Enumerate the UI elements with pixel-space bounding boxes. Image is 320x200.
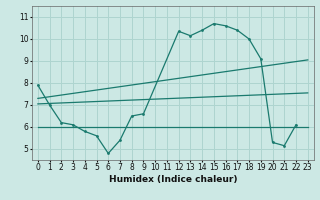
X-axis label: Humidex (Indice chaleur): Humidex (Indice chaleur) [108,175,237,184]
